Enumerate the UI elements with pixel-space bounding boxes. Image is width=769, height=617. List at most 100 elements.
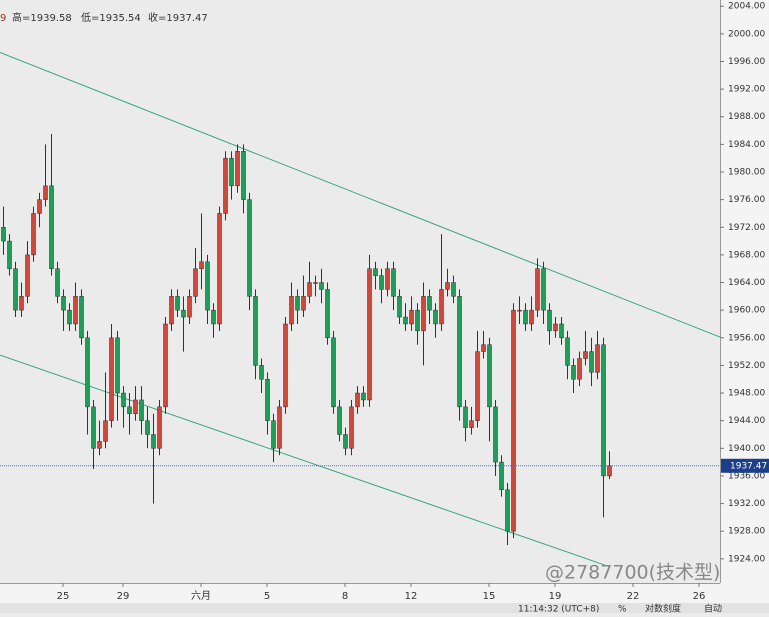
y-tick-label: 1980.00 [728,167,765,177]
candle-body [325,289,330,339]
candle-body [493,406,498,463]
candle-body [67,309,72,325]
y-tick-label: 1984.00 [728,140,765,150]
x-tick-label: 8 [342,591,348,602]
y-tick-label: 1976.00 [728,195,765,205]
candle-body [133,399,138,415]
candle-body [211,309,216,325]
y-tick-label: 1992.00 [728,85,765,95]
candle-body [37,199,42,214]
candle-body [373,268,378,276]
header-high: 高=1939.58 [12,11,72,24]
candle-body [73,296,78,325]
y-tick-label: 1996.00 [728,57,765,67]
candle-body [265,378,270,421]
candle-body [193,268,198,297]
y-tick-label: 1956.00 [728,333,765,343]
candle-body [553,323,558,332]
y-tick-label: 1924.00 [728,554,765,564]
x-tick-label: 15 [483,591,496,602]
candle-body [397,296,402,318]
candle-body [361,392,366,401]
header-close: 收=1937.47 [148,11,208,24]
trendline [0,354,605,566]
candle-body [457,296,462,408]
candle-body [217,213,222,325]
candle-body [487,344,492,408]
candle-body [595,344,600,373]
y-tick-label: 1928.00 [728,527,765,537]
y-tick-label: 2004.00 [728,2,765,12]
candle-body [367,268,372,401]
y-tick-label: 1948.00 [728,389,765,399]
candle-body [163,323,168,408]
candle-body [319,282,324,290]
candle-body [379,275,384,290]
status-bar [0,603,769,613]
candle-body [349,406,354,449]
candle-body [607,465,612,477]
candle-body [271,420,276,449]
candle-body [433,309,438,325]
status-time: 11:14:32 (UTC+8) [518,605,599,614]
candle-body [283,323,288,408]
candle-body [145,420,150,435]
candle-body [499,461,504,490]
candle-body [31,213,36,256]
candle-body [355,392,360,408]
header-low: 低=1935.54 [81,11,141,24]
x-tick-label: 26 [693,591,706,602]
candle-body [103,420,108,442]
candle-body [1,227,6,242]
candle-body [169,296,174,325]
last-price-label: 1937.47 [730,461,767,471]
y-tick-label: 1972.00 [728,223,765,233]
candle-body [529,309,534,325]
y-tick-label: 1968.00 [728,250,765,260]
candle-body [451,282,456,297]
candle-body [241,151,246,200]
candle-body [91,406,96,449]
y-tick-label: 1940.00 [728,444,765,454]
trendline [0,52,721,338]
candle-body [277,406,282,449]
candle-body [229,157,234,187]
candle-body [577,358,582,380]
status-log[interactable]: 对数刻度 [645,603,681,615]
candle-body [79,296,84,339]
candle-body [295,296,300,311]
status-auto[interactable]: 自动 [704,603,722,615]
candle-body [313,282,318,284]
candle-body [223,157,228,214]
candle-body [307,282,312,297]
y-tick-label: 2000.00 [728,29,765,39]
y-tick-label: 1952.00 [728,361,765,371]
candle-body [463,406,468,428]
candle-body [445,282,450,290]
candle-body [301,296,306,311]
candle-body [127,406,132,415]
candle-body [49,185,54,269]
candle-body [571,365,576,380]
candle-body [589,351,594,373]
x-tick-label: 22 [627,591,640,602]
candle-body [139,399,144,421]
x-tick-label: 19 [549,591,562,602]
x-tick-label: 5 [264,591,270,602]
y-tick-label: 1964.00 [728,278,765,288]
y-tick-label: 1932.00 [728,499,765,509]
candle-body [391,268,396,297]
candle-body [559,323,564,339]
candle-body [409,309,414,325]
candle-body [151,434,156,449]
candle-body [25,254,30,297]
candle-body [421,296,426,332]
candle-body [235,151,240,187]
candle-body [55,268,60,297]
candle-body [535,268,540,311]
candle-body [469,420,474,428]
candle-body [385,268,390,290]
status-percent[interactable]: % [618,605,627,615]
y-tick-label: 1936.00 [728,471,765,481]
